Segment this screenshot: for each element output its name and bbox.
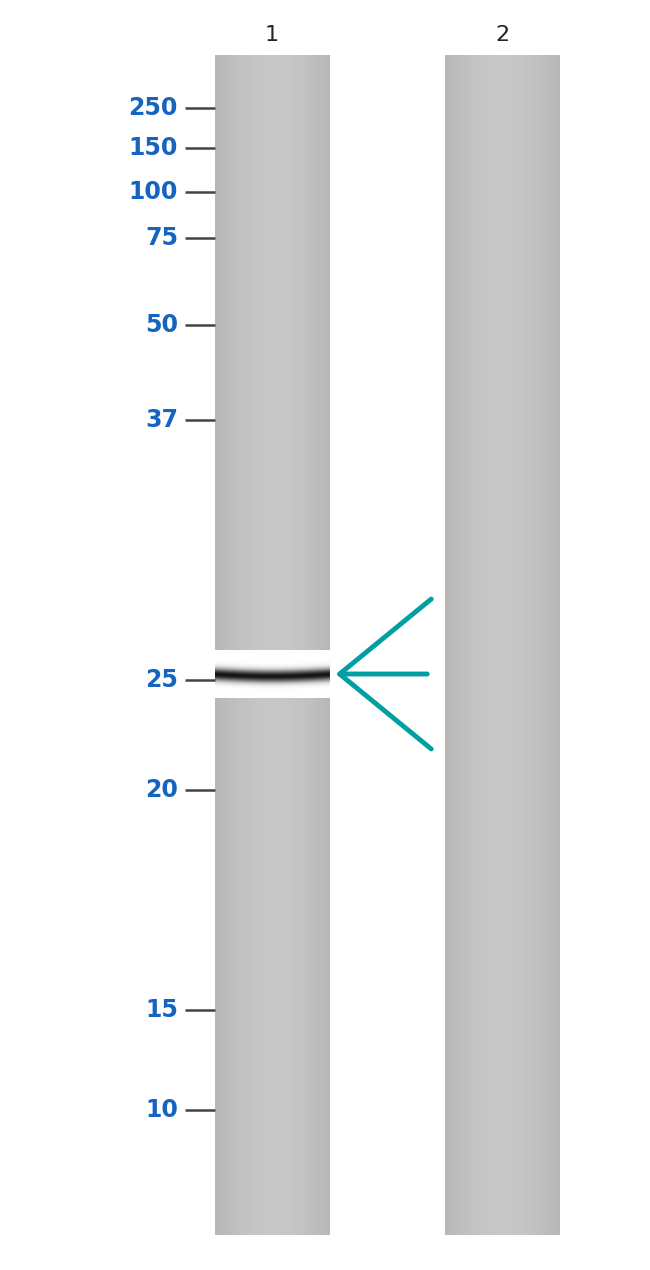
Text: 150: 150: [129, 136, 178, 160]
Text: 100: 100: [129, 180, 178, 204]
Text: 25: 25: [145, 668, 178, 692]
Text: 250: 250: [129, 97, 178, 119]
Text: 50: 50: [145, 312, 178, 337]
Text: 10: 10: [145, 1099, 178, 1121]
Text: 75: 75: [145, 226, 178, 250]
Text: 20: 20: [145, 779, 178, 801]
Text: 15: 15: [145, 998, 178, 1022]
Text: 1: 1: [265, 25, 279, 44]
Text: 2: 2: [495, 25, 509, 44]
Text: 37: 37: [145, 408, 178, 432]
